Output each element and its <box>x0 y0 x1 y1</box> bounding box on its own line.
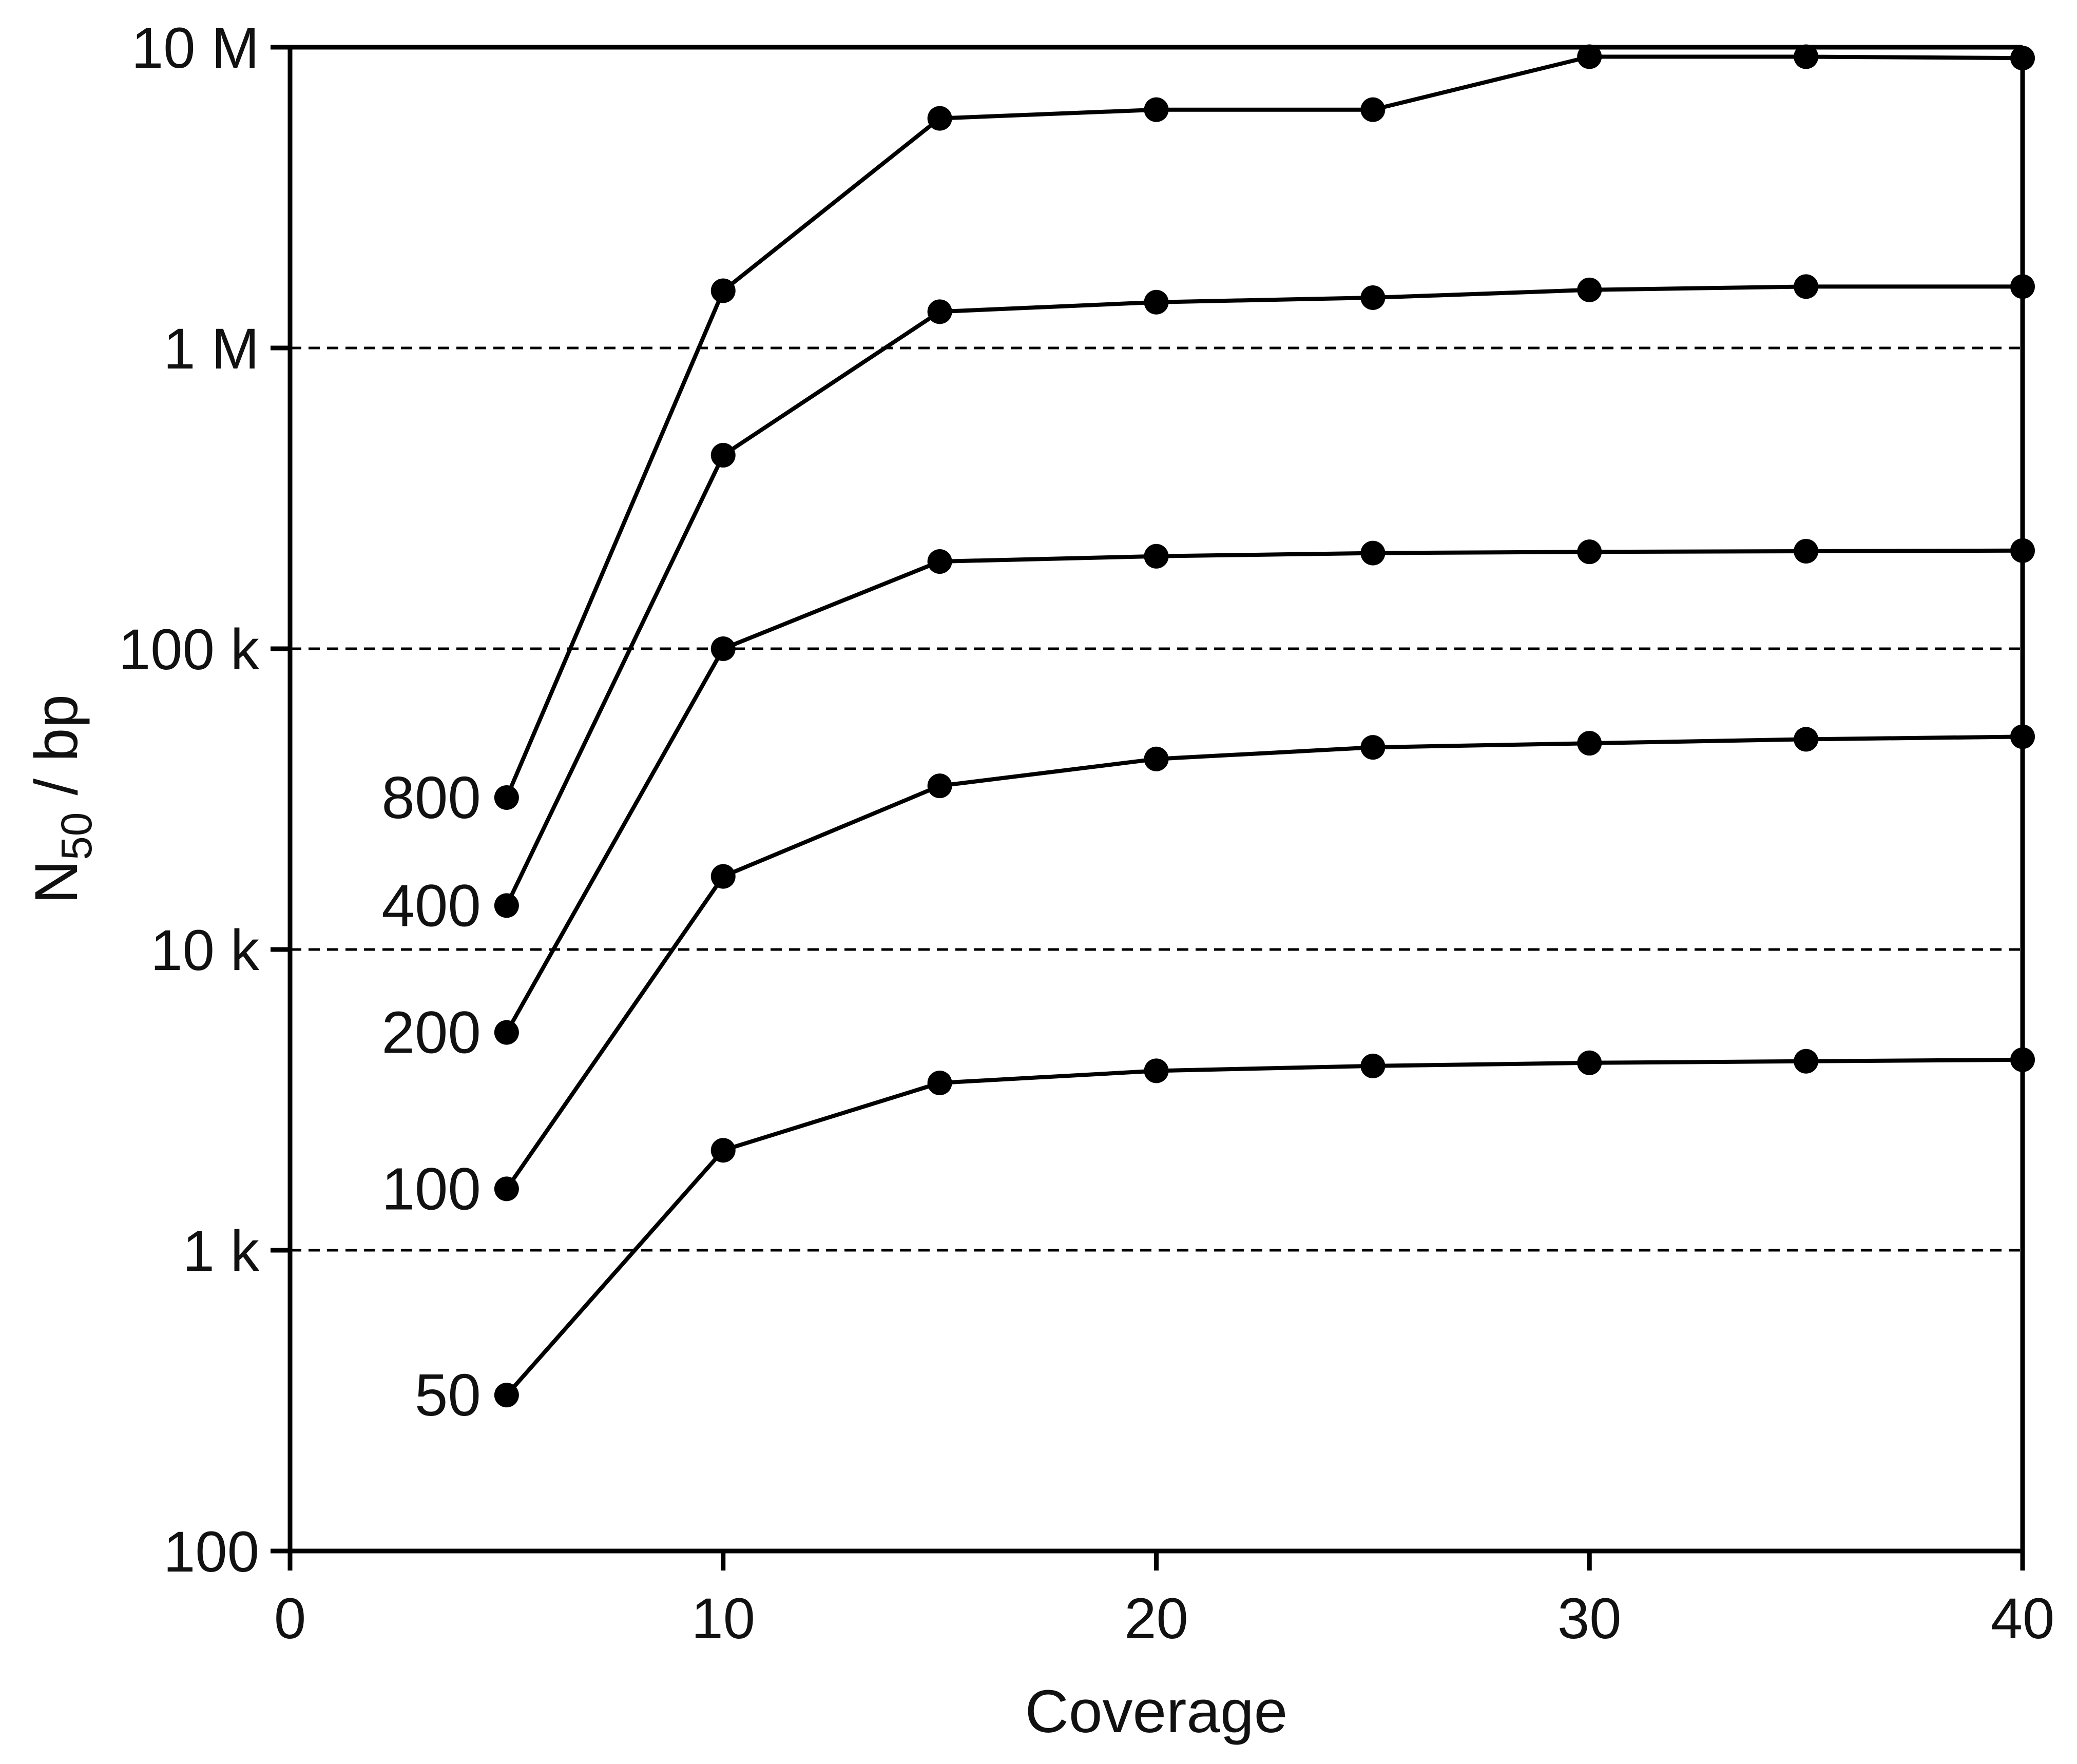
data-point-200 <box>927 549 952 574</box>
series-labels: 800 400 200 100 50 <box>381 764 481 1428</box>
data-point-50 <box>927 1071 952 1096</box>
axes <box>271 45 2025 1571</box>
data-point-50 <box>494 1383 519 1408</box>
y-tick-label: 10 M <box>131 16 259 80</box>
data-point-50 <box>1360 1053 1386 1078</box>
data-point-800 <box>927 106 952 131</box>
series-label-50: 50 <box>415 1362 481 1428</box>
data-point-100 <box>1360 735 1386 760</box>
data-point-200 <box>1794 538 1819 564</box>
data-point-400 <box>1794 274 1819 299</box>
y-tick-label: 1 M <box>163 317 259 381</box>
data-point-100 <box>927 773 952 799</box>
data-point-50 <box>1794 1049 1819 1074</box>
data-point-400 <box>927 299 952 324</box>
series-label-800: 800 <box>381 764 481 831</box>
data-point-200 <box>1360 540 1386 566</box>
data-point-100 <box>710 864 736 889</box>
data-point-200 <box>494 1020 519 1045</box>
data-point-100 <box>1577 731 1602 756</box>
x-tick-label: 30 <box>1557 1586 1622 1651</box>
data-point-800 <box>710 278 736 303</box>
data-point-200 <box>710 636 736 661</box>
series-label-200: 200 <box>381 999 481 1066</box>
series-label-400: 400 <box>381 872 481 939</box>
data-point-400 <box>1577 277 1602 302</box>
series-lines <box>494 44 2035 1408</box>
data-point-200 <box>1144 544 1169 569</box>
x-tick-label: 20 <box>1124 1586 1188 1651</box>
y-axis-title-unit: / bp <box>23 694 90 812</box>
data-point-400 <box>1360 285 1386 310</box>
data-point-50 <box>710 1138 736 1163</box>
data-point-50 <box>1577 1050 1602 1075</box>
data-point-800 <box>1360 97 1386 122</box>
data-point-400 <box>710 442 736 468</box>
data-point-100 <box>1144 746 1169 771</box>
y-axis-title-subscript: 50 <box>52 812 101 860</box>
y-tick-label: 10 k <box>150 918 260 982</box>
y-axis-title: N50 / bp <box>23 694 101 904</box>
grid-lines <box>290 346 2023 1252</box>
data-point-400 <box>1144 289 1169 315</box>
data-point-800 <box>1144 97 1169 122</box>
data-point-800 <box>1577 44 1602 69</box>
series-label-100: 100 <box>381 1155 481 1222</box>
data-point-100 <box>1794 727 1819 752</box>
data-point-400 <box>494 893 519 918</box>
series-line-50 <box>505 1057 2023 1397</box>
data-point-50 <box>1144 1058 1169 1083</box>
x-tick-label: 10 <box>691 1586 755 1651</box>
data-point-800 <box>1794 44 1819 69</box>
data-point-100 <box>494 1176 519 1201</box>
y-tick-label: 100 k <box>119 617 260 682</box>
y-axis-title-main: N <box>23 860 90 904</box>
data-point-800 <box>494 785 519 810</box>
x-axis-title: Coverage <box>1025 1678 1288 1746</box>
y-tick-label: 1 k <box>183 1219 260 1283</box>
series-line-800 <box>505 54 2023 799</box>
series-line-100 <box>505 734 2023 1190</box>
x-tick-label: 0 <box>274 1586 306 1651</box>
series-line-200 <box>505 548 2023 1034</box>
y-tick-label: 100 <box>163 1520 259 1584</box>
data-point-200 <box>1577 539 1602 565</box>
series-line-400 <box>505 284 2023 907</box>
x-tick-label: 40 <box>1991 1586 2055 1651</box>
tick-labels: 100 1 k 10 k 100 k 1 M 10 M 0 10 20 30 40 <box>119 16 2054 1651</box>
